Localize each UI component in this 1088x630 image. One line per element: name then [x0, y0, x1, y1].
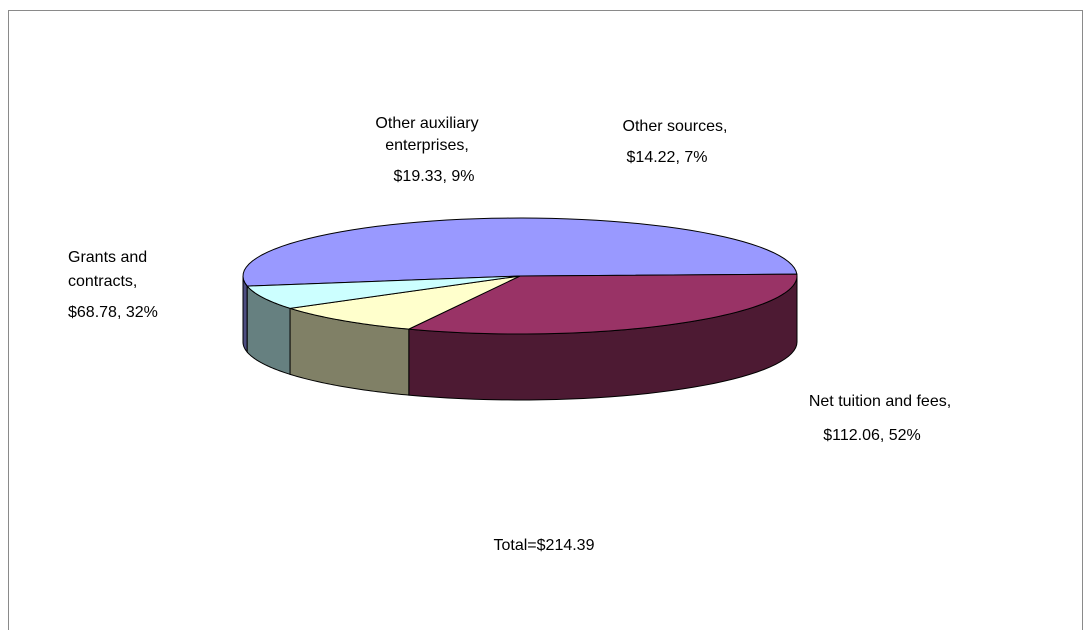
data-label-line: $68.78, 32%	[68, 304, 158, 321]
total-label: Total=$214.39	[494, 537, 595, 554]
slice-grants-and-contracts	[406, 273, 798, 335]
data-label-line: $19.33, 9%	[394, 168, 475, 185]
data-label-other-sources: Other sources, $14.22, 7%	[623, 118, 728, 166]
data-label-line: Other auxiliary	[375, 115, 478, 132]
slice-side-net-tuition-and-fees	[242, 276, 248, 354]
chart-frame	[8, 10, 1083, 630]
slice-net-tuition-and-fees	[242, 217, 798, 287]
data-label-line: $112.06, 52%	[823, 427, 921, 444]
data-label-line: Other sources,	[623, 118, 728, 135]
data-label-line: Grants and	[68, 249, 147, 266]
pie-tops	[242, 217, 798, 335]
slice-other-sources	[246, 275, 521, 309]
data-label-line: Net tuition and fees,	[809, 393, 951, 410]
data-label-net-tuition-and-fees: Net tuition and fees, $112.06, 52%	[809, 393, 951, 444]
pie-sides	[242, 275, 798, 401]
data-label-line: $14.22, 7%	[627, 149, 708, 166]
data-label-line: contracts,	[68, 273, 137, 290]
data-label-grants-and-contracts: Grants and contracts, $68.78, 32%	[68, 249, 158, 321]
data-labels: Net tuition and fees, $112.06, 52% Grants …	[68, 115, 951, 444]
slice-other-auxiliary-enterprises	[289, 275, 521, 330]
data-label-other-auxiliary-enterprises: Other auxiliary enterprises, $19.33, 9%	[375, 115, 478, 185]
data-label-line: enterprises,	[385, 137, 469, 154]
